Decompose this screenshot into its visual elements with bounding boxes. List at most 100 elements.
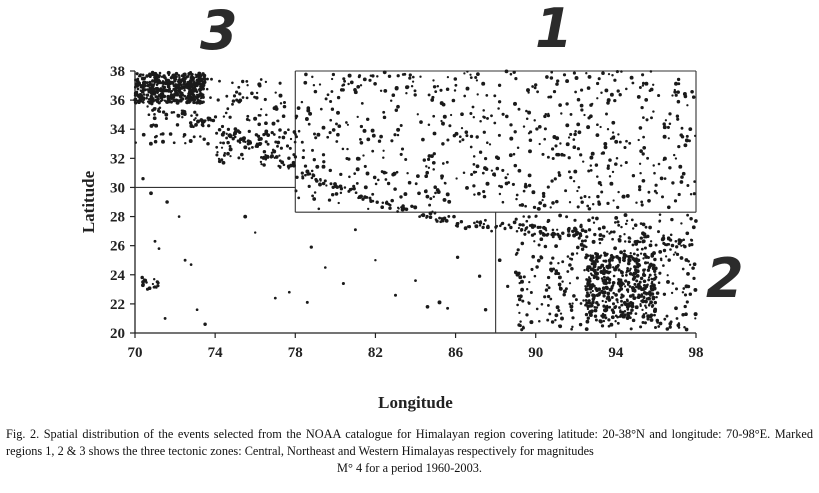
epicenter-point <box>474 75 478 80</box>
epicenter-point <box>226 140 230 145</box>
epicenter-point <box>691 95 696 99</box>
epicenter-point <box>548 312 552 316</box>
epicenter-point <box>655 296 658 299</box>
epicenter-point <box>551 228 555 232</box>
epicenter-point <box>265 154 270 159</box>
epicenter-point <box>520 241 525 246</box>
epicenter-point <box>636 282 641 287</box>
epicenter-point <box>525 226 529 229</box>
epicenter-point <box>631 273 635 277</box>
epicenter-point <box>588 286 593 291</box>
epicenter-point <box>676 90 680 94</box>
epicenter-point <box>393 293 398 297</box>
epicenter-point <box>543 127 547 131</box>
epicenter-point <box>196 119 200 124</box>
epicenter-point <box>536 225 540 230</box>
epicenter-point <box>628 240 631 244</box>
epicenter-point <box>382 70 387 75</box>
epicenter-point <box>531 190 536 195</box>
epicenter-point <box>602 294 606 298</box>
epicenter-point <box>646 268 651 272</box>
epicenter-point <box>188 121 193 125</box>
epicenter-point <box>607 73 611 76</box>
epicenter-point <box>359 140 364 145</box>
epicenter-point <box>448 124 452 128</box>
epicenter-point <box>166 88 171 93</box>
epicenter-point <box>602 268 606 272</box>
epicenter-point <box>641 222 646 227</box>
epicenter-point <box>138 73 142 77</box>
epicenter-point <box>404 158 408 161</box>
epicenter-point <box>602 319 606 323</box>
epicenter-point <box>161 110 166 114</box>
epicenter-point <box>519 294 523 299</box>
epicenter-point <box>348 175 351 179</box>
epicenter-point <box>584 312 589 317</box>
epicenter-point <box>545 229 548 232</box>
epicenter-point <box>162 85 167 90</box>
epicenter-point <box>612 199 615 202</box>
epicenter-point <box>133 85 137 89</box>
epicenter-point <box>152 88 156 92</box>
epicenter-point <box>579 153 583 157</box>
epicenter-point <box>195 308 199 312</box>
epicenter-point <box>597 202 602 206</box>
epicenter-point <box>459 220 464 224</box>
epicenter-point <box>634 305 639 310</box>
epicenter-point <box>526 88 530 93</box>
epicenter-point <box>157 247 161 250</box>
epicenter-point <box>300 171 304 175</box>
epicenter-point <box>154 77 159 82</box>
epicenter-point <box>590 302 594 306</box>
epicenter-point <box>525 117 529 120</box>
epicenter-point <box>143 84 147 88</box>
epicenter-point <box>419 75 422 78</box>
epicenter-point <box>155 280 159 284</box>
epicenter-point <box>639 304 642 308</box>
epicenter-point <box>379 89 383 93</box>
epicenter-point <box>186 80 191 85</box>
epicenter-point <box>557 275 562 280</box>
epicenter-point <box>653 264 656 267</box>
epicenter-point <box>294 189 298 193</box>
epicenter-point <box>199 74 203 78</box>
epicenter-point <box>627 254 631 259</box>
epicenter-point <box>266 142 270 146</box>
epicenter-point <box>347 73 352 78</box>
epicenter-point <box>600 237 604 241</box>
epicenter-point <box>414 279 417 282</box>
epicenter-point <box>607 258 612 263</box>
epicenter-point <box>259 137 263 141</box>
epicenter-point <box>441 102 446 107</box>
epicenter-point <box>356 84 361 89</box>
epicenter-point <box>477 191 481 196</box>
epicenter-point <box>639 276 644 281</box>
epicenter-point <box>662 234 665 237</box>
epicenter-point <box>586 304 590 309</box>
epicenter-point <box>380 205 385 210</box>
epicenter-point <box>574 76 579 80</box>
epicenter-point <box>399 195 403 199</box>
epicenter-point <box>589 169 593 172</box>
epicenter-point <box>586 293 591 298</box>
epicenter-point <box>518 275 523 280</box>
epicenter-point <box>625 193 630 198</box>
epicenter-point <box>462 171 466 175</box>
epicenter-point <box>318 182 322 187</box>
epicenter-point <box>677 322 681 325</box>
y-tick-label: 32 <box>110 151 125 167</box>
epicenter-point <box>384 178 388 181</box>
epicenter-point <box>674 93 678 97</box>
epicenter-point <box>670 217 674 222</box>
caption-last-line: M° 4 for a period 1960-2003. <box>337 461 482 475</box>
epicenter-point <box>611 255 615 260</box>
epicenter-point <box>592 274 595 277</box>
epicenter-point <box>283 130 288 135</box>
epicenter-point <box>652 110 655 113</box>
epicenter-point <box>631 293 635 297</box>
y-tick-label: 26 <box>110 239 126 255</box>
epicenter-point <box>622 282 625 286</box>
epicenter-point <box>227 133 232 138</box>
epicenter-point <box>316 132 321 137</box>
epicenter-point <box>588 301 592 305</box>
